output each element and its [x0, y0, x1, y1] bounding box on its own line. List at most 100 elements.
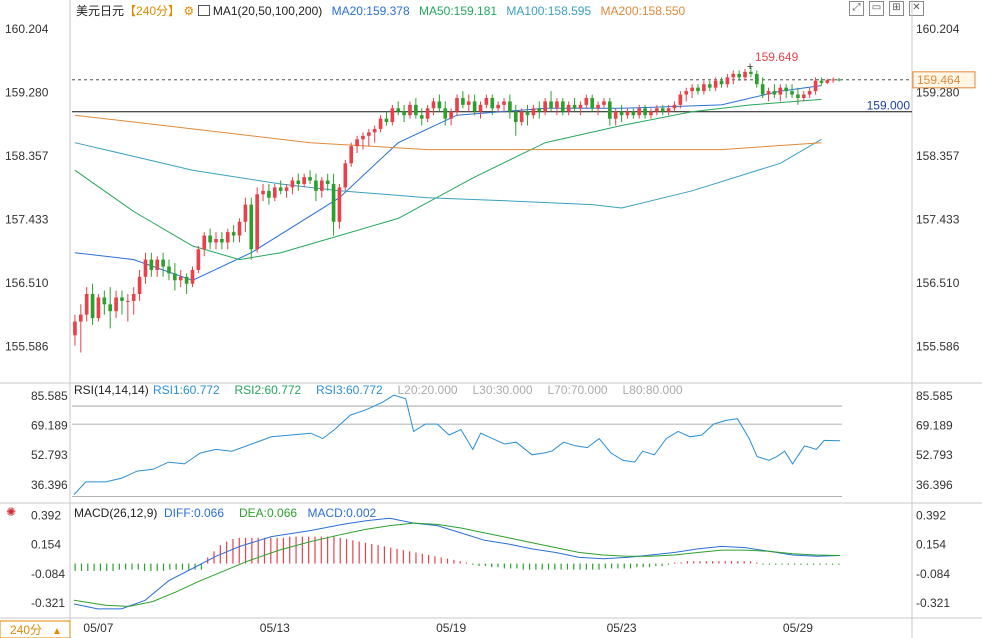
candle-body [784, 87, 788, 92]
candle-body [449, 111, 453, 119]
candle-body [560, 101, 565, 112]
candle-body [619, 111, 624, 116]
chart-header: 美元日元【240分】 ⚙ MA1(20,50,100,200) MA20:159… [76, 2, 685, 19]
candle-body [707, 84, 712, 88]
candle-body [643, 108, 647, 116]
period-selector[interactable] [0, 620, 71, 638]
macd-title: MACD(26,12,9) [74, 506, 157, 520]
candle-body [349, 146, 354, 164]
close-icon[interactable]: ✕ [909, 1, 924, 16]
candle-body [508, 101, 512, 112]
candle-body [126, 300, 130, 302]
candle-body [437, 101, 442, 109]
candle-body [361, 135, 365, 140]
candle-body [778, 87, 783, 95]
rsi-legend-item: RSI3:60.772 [316, 383, 383, 397]
candle-body [666, 108, 671, 112]
candle-body [308, 177, 312, 181]
candle-body [296, 180, 301, 184]
candle-body [196, 249, 201, 270]
macd-legend-item: DIFF:0.066 [164, 506, 224, 520]
high-marker-icon: + [747, 61, 753, 73]
candle-body [114, 297, 118, 312]
candle-body [555, 101, 559, 109]
candle-body [155, 259, 160, 270]
macd-legend-item: MACD:0.002 [308, 506, 377, 520]
fullscreen-icon[interactable]: ⤢ [849, 1, 864, 16]
macd-tick-label-right: -0.321 [916, 596, 950, 610]
candle-body [255, 194, 259, 250]
candle-body [696, 87, 700, 92]
ma20-line [74, 85, 822, 281]
candle-body [813, 80, 818, 92]
rsi-tick-label: 36.396 [31, 478, 68, 492]
rsi-legend-item: RSI1:60.772 [153, 383, 220, 397]
candle-body [725, 77, 730, 85]
indicator-icon [197, 5, 210, 16]
rsi-legend-item: L20:20.000 [398, 383, 458, 397]
candle-body [73, 321, 77, 336]
candle-body [331, 183, 336, 222]
candle-body [367, 132, 371, 136]
price-tick-label: 156.510 [5, 276, 49, 290]
candle-body [343, 163, 348, 188]
candle-body [455, 97, 459, 112]
candle-body [490, 97, 495, 109]
candle-body [660, 108, 665, 112]
candle-body [261, 190, 265, 195]
candle-body [102, 297, 107, 305]
candle-body [719, 80, 724, 85]
candle-body [408, 104, 412, 116]
candle-body [96, 297, 101, 319]
candle-body [484, 97, 489, 105]
price-tick-label: 155.586 [5, 340, 49, 354]
x-tick-label: 05/23 [607, 621, 637, 635]
period-badge[interactable]: 【240分】 [124, 4, 181, 18]
candle-body [690, 87, 694, 92]
settings-icon[interactable]: ⚙ [183, 4, 195, 18]
candle-body [796, 94, 800, 98]
rsi-tick-label-right: 52.793 [916, 448, 953, 462]
candle-body [502, 101, 506, 105]
period-selector-label[interactable]: 240分 [10, 623, 42, 637]
x-tick-label: 05/19 [436, 621, 466, 635]
candle-body [543, 101, 547, 112]
ma200-value: MA200:158.550 [600, 4, 686, 18]
rsi-legend-item: L30:30.000 [473, 383, 533, 397]
last-price-value: 159.464 [917, 73, 961, 87]
symbol-label: 美元日元 [76, 4, 125, 18]
ma20-value: MA20:159.378 [331, 4, 410, 18]
candle-body [384, 118, 389, 123]
candle-body [402, 111, 406, 116]
macd-tick-label: -0.321 [31, 596, 65, 610]
candle-body [267, 190, 271, 198]
candle-body [284, 187, 289, 191]
rsi-tick-label-right: 36.396 [916, 478, 953, 492]
candle-body [149, 259, 154, 270]
candle-body [837, 79, 841, 81]
macd-tick-label-right: 0.154 [916, 538, 946, 552]
candle-body [325, 180, 330, 184]
candle-body [214, 238, 218, 243]
rsi-tick-label-right: 69.189 [916, 419, 953, 433]
price-tick-label-right: 159.280 [916, 85, 960, 99]
layout-icon[interactable]: ▭ [869, 1, 884, 16]
macd-legend-item: DEA:0.066 [239, 506, 297, 520]
candle-body [731, 73, 736, 78]
ma-label[interactable]: MA1(20,50,100,200) [212, 4, 323, 18]
candle-body [608, 101, 612, 119]
candle-body [578, 104, 583, 109]
candle-body [566, 104, 571, 112]
candle-body [243, 204, 248, 222]
candle-body [419, 115, 424, 119]
grid-icon[interactable]: ⊞ [889, 1, 904, 16]
candle-body [355, 139, 359, 147]
candle-body [519, 111, 524, 123]
rsi-line [73, 394, 841, 495]
candle-body [702, 84, 706, 92]
candle-body [637, 108, 642, 116]
dea-line [73, 522, 841, 607]
candle-body [801, 94, 806, 98]
macd-tick-label-right: 0.392 [916, 509, 946, 523]
